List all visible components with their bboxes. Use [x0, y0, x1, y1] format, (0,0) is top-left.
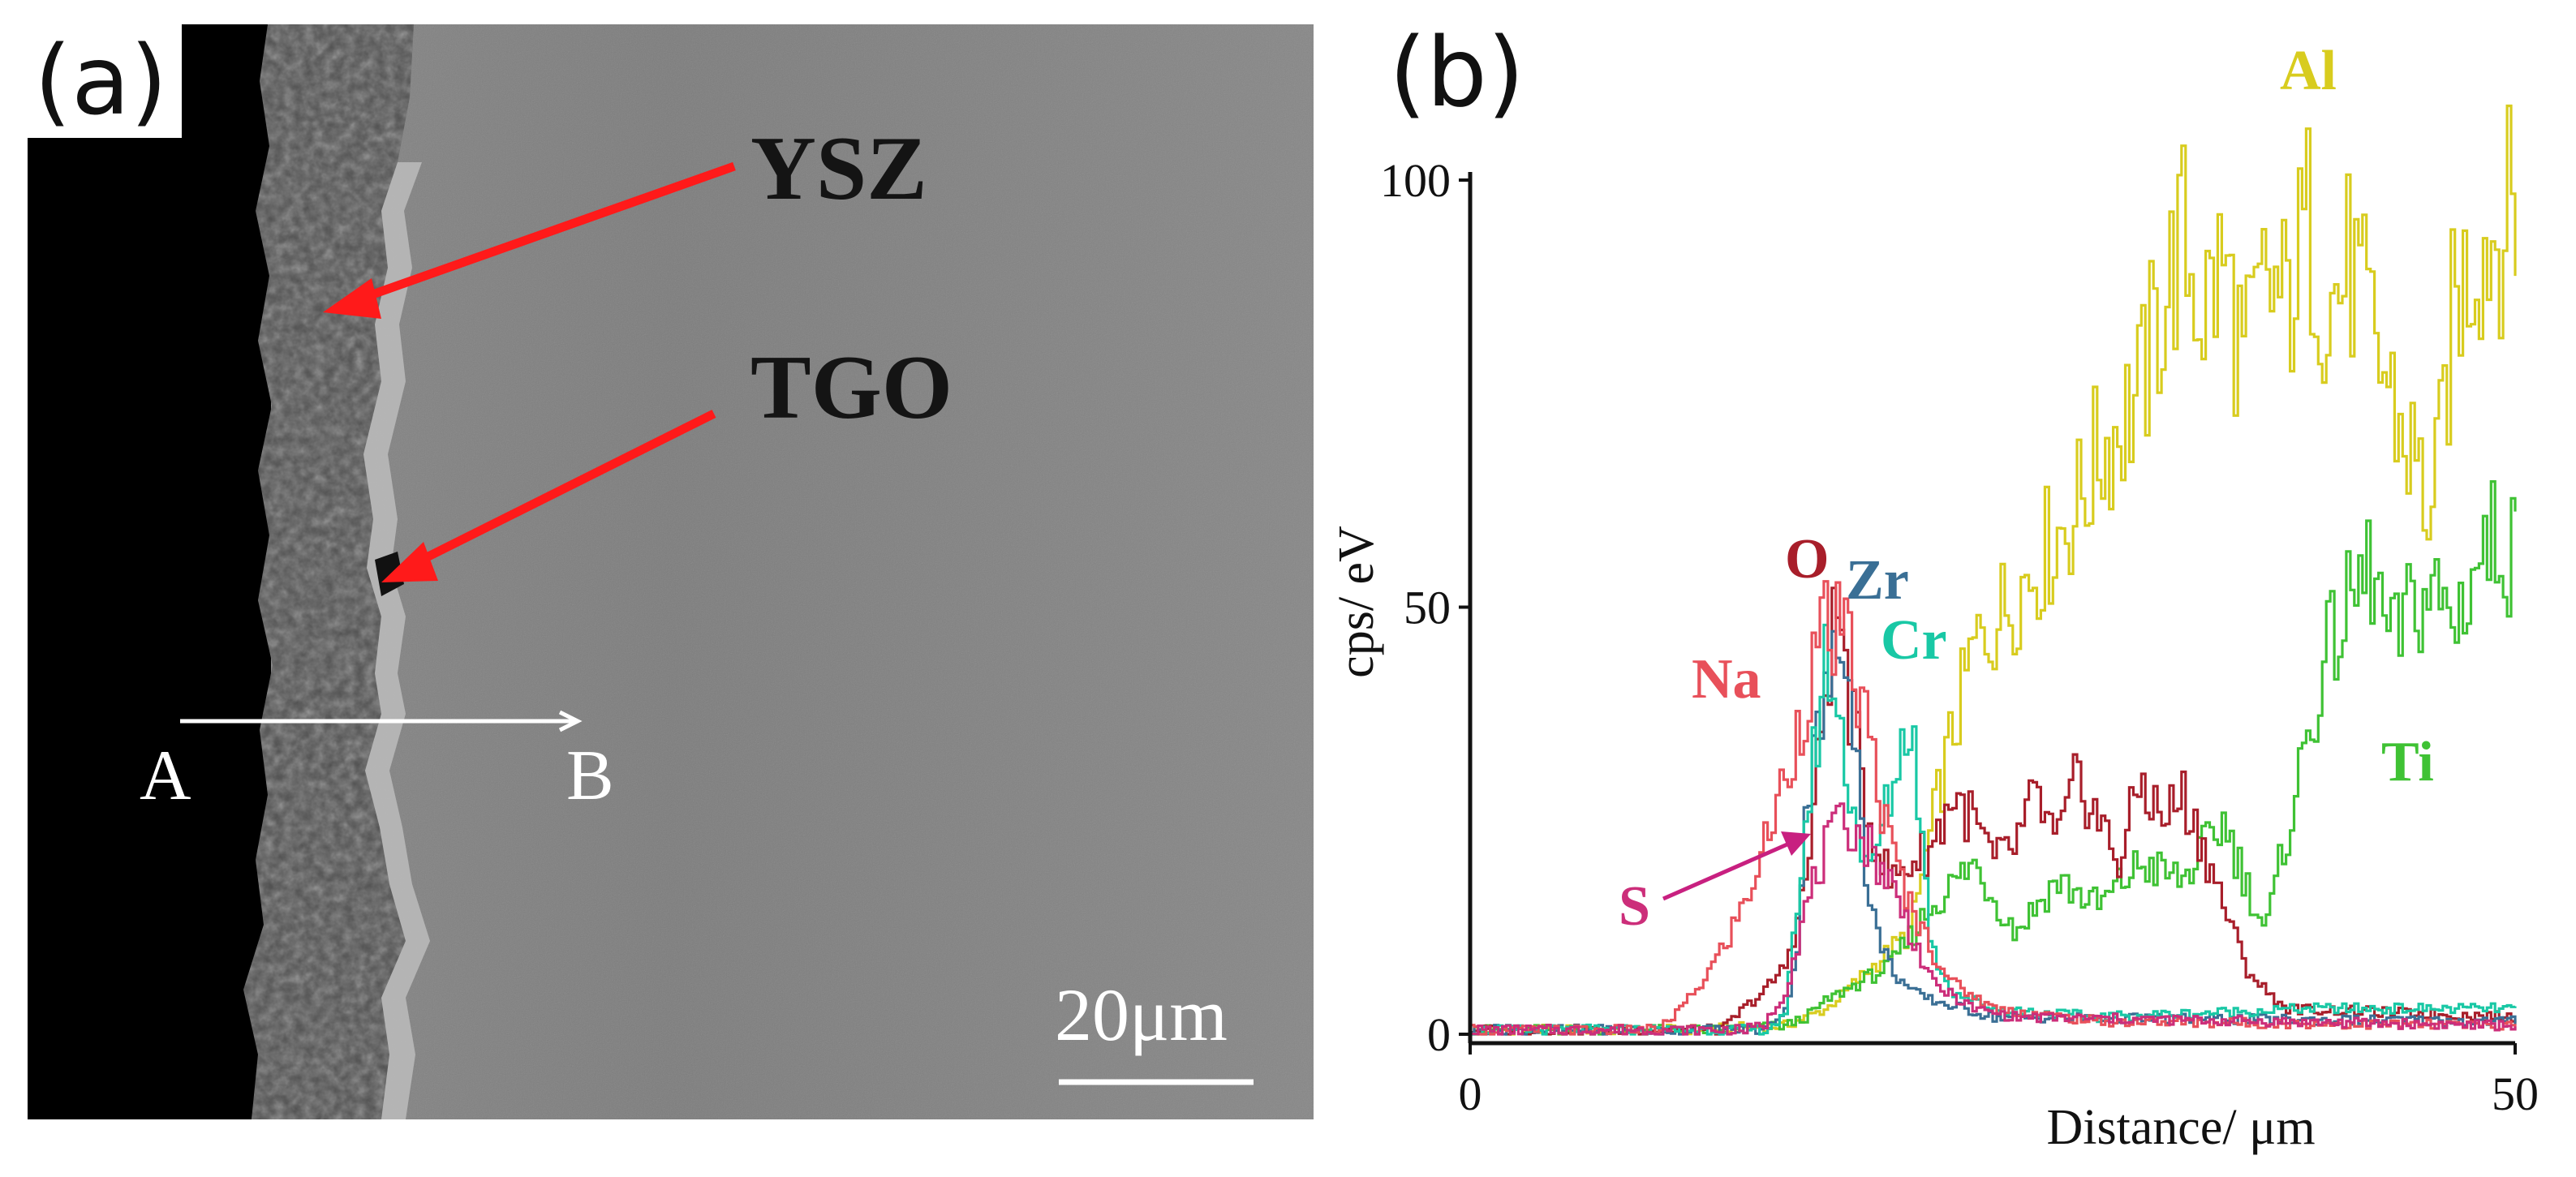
panel-a-letter: (a) — [34, 24, 167, 136]
line-scan-path — [180, 710, 583, 732]
series-label-na: Na — [1692, 648, 1761, 711]
panel-a-sem-image: (a) YSZ TGO A B 20μm — [28, 24, 1314, 1119]
y-tick-label: 50 — [1404, 582, 1451, 634]
panel-a-letter-box — [28, 24, 182, 138]
series-line-cr — [1470, 623, 2517, 1036]
line-scan-start-label: A — [140, 737, 191, 815]
series-label-zr: Zr — [1846, 549, 1909, 612]
x-tick-label: 0 — [1459, 1067, 1482, 1120]
ysz-label: YSZ — [750, 118, 927, 219]
y-tick-label: 100 — [1380, 154, 1451, 207]
series-line-na — [1470, 580, 2517, 1036]
ysz-arrow — [323, 161, 736, 319]
series-label-ti: Ti — [2381, 731, 2434, 793]
tgo-layer — [363, 162, 430, 1119]
s-pointer-arrow — [1662, 831, 1811, 901]
panel-b-chart: (b) 0 50 100 0 50 cps/ eV Distance/ μm Al T… — [1329, 16, 2539, 1155]
series-label-cr: Cr — [1881, 609, 1947, 672]
series-label-s: S — [1619, 875, 1650, 938]
series-line-zr — [1470, 629, 2517, 1036]
x-ticks-group: 0 50 — [1459, 1043, 2539, 1120]
series-label-o: O — [1785, 528, 1829, 591]
plot-series-group — [1470, 104, 2517, 1036]
tgo-label: TGO — [750, 337, 953, 438]
y-ticks-group: 0 50 100 — [1380, 154, 1470, 1061]
panel-b-letter: (b) — [1389, 16, 1525, 128]
tgo-dark-pocket — [375, 552, 404, 596]
series-label-al: Al — [2280, 40, 2337, 102]
series-line-ti — [1470, 480, 2517, 1036]
series-line-o — [1470, 586, 2517, 1036]
sem-background-black — [28, 24, 271, 1119]
series-line-s — [1470, 802, 2517, 1036]
scale-bar-label: 20μm — [1055, 973, 1228, 1056]
line-scan-end-label: B — [566, 737, 614, 815]
x-tick-label: 50 — [2492, 1067, 2539, 1120]
y-axis-title: cps/ eV — [1329, 526, 1384, 678]
x-axis-title: Distance/ μm — [2046, 1100, 2315, 1155]
tgo-arrow — [381, 410, 716, 582]
y-tick-label: 0 — [1427, 1008, 1451, 1061]
